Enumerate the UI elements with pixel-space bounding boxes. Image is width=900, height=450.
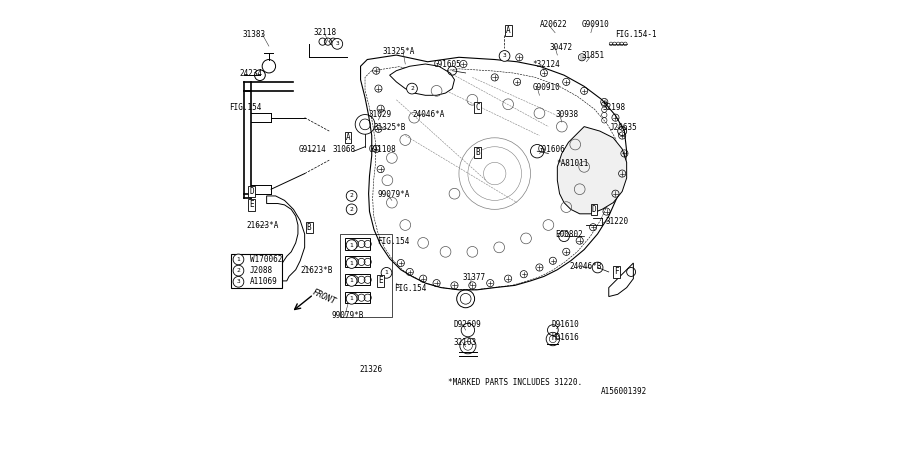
- Text: E: E: [249, 200, 254, 209]
- Text: 1: 1: [350, 261, 354, 265]
- Text: 2: 2: [237, 268, 240, 273]
- Text: D: D: [591, 205, 597, 214]
- Text: A: A: [346, 133, 350, 142]
- Text: FRONT: FRONT: [310, 288, 337, 307]
- Text: B: B: [475, 148, 480, 157]
- Text: B: B: [307, 223, 311, 232]
- Polygon shape: [608, 263, 634, 297]
- Text: 30938: 30938: [555, 110, 578, 119]
- Text: FIG.154-1: FIG.154-1: [616, 30, 657, 39]
- Text: 31325*A: 31325*A: [382, 47, 414, 56]
- Text: G90910: G90910: [582, 20, 609, 29]
- Text: 32118: 32118: [313, 28, 337, 37]
- Bar: [345, 256, 370, 267]
- Circle shape: [407, 83, 418, 94]
- Text: J2088: J2088: [249, 266, 273, 275]
- Text: A11069: A11069: [249, 277, 277, 286]
- Text: G91605: G91605: [434, 60, 462, 69]
- Text: 30472: 30472: [549, 42, 572, 51]
- Circle shape: [332, 39, 343, 49]
- Bar: [345, 292, 370, 303]
- Text: 3: 3: [336, 41, 339, 46]
- Text: *32124: *32124: [533, 60, 561, 69]
- Text: G91214: G91214: [299, 145, 327, 154]
- Circle shape: [346, 293, 357, 304]
- Text: F: F: [614, 267, 618, 276]
- Text: 31325*B: 31325*B: [374, 123, 406, 132]
- Text: 21326: 21326: [360, 364, 382, 373]
- Circle shape: [233, 265, 244, 276]
- Text: 32198: 32198: [602, 104, 626, 112]
- Text: 2: 2: [350, 194, 354, 198]
- Text: A156001392: A156001392: [601, 387, 647, 396]
- Text: A20622: A20622: [539, 20, 567, 29]
- Text: 3: 3: [503, 54, 507, 58]
- Circle shape: [346, 240, 357, 251]
- Polygon shape: [390, 64, 454, 95]
- Text: 31068: 31068: [333, 145, 356, 154]
- Text: FIG.154: FIG.154: [377, 238, 410, 247]
- Text: 1: 1: [350, 243, 354, 248]
- Text: 2: 2: [410, 86, 414, 91]
- Text: 99079*A: 99079*A: [377, 190, 410, 199]
- Text: FIG.154: FIG.154: [229, 104, 261, 112]
- Bar: [345, 274, 370, 285]
- Polygon shape: [266, 196, 305, 281]
- Text: G91108: G91108: [369, 145, 396, 154]
- Text: G90910: G90910: [533, 83, 561, 92]
- Text: *MARKED PARTS INCLUDES 31220.: *MARKED PARTS INCLUDES 31220.: [448, 378, 582, 387]
- Circle shape: [233, 254, 244, 265]
- Text: W170062: W170062: [249, 255, 282, 264]
- Text: 21623*A: 21623*A: [247, 221, 279, 230]
- Text: 32103: 32103: [454, 338, 477, 346]
- Text: 21623*B: 21623*B: [301, 266, 333, 275]
- Text: 31851: 31851: [582, 51, 605, 60]
- Polygon shape: [361, 55, 626, 290]
- Text: D: D: [249, 187, 254, 196]
- Text: E00802: E00802: [555, 230, 583, 239]
- Text: 3: 3: [237, 279, 240, 284]
- Polygon shape: [557, 126, 626, 214]
- Text: 99079*B: 99079*B: [331, 311, 364, 320]
- Text: E: E: [378, 276, 383, 285]
- Text: 31029: 31029: [369, 110, 392, 119]
- Text: *A81011: *A81011: [556, 159, 589, 168]
- Bar: [345, 238, 370, 250]
- Text: 1: 1: [350, 279, 354, 284]
- Circle shape: [346, 275, 357, 286]
- Circle shape: [381, 267, 392, 278]
- Text: 2: 2: [350, 207, 354, 212]
- Text: 31383: 31383: [242, 30, 266, 39]
- Text: 1: 1: [384, 270, 389, 275]
- Bar: [340, 234, 392, 317]
- Text: D91610: D91610: [552, 320, 580, 329]
- Text: 24046*B: 24046*B: [570, 261, 602, 270]
- Text: H01616: H01616: [552, 333, 580, 342]
- Text: 24046*A: 24046*A: [412, 110, 445, 119]
- Text: 24234: 24234: [239, 69, 263, 78]
- Text: 1: 1: [350, 296, 354, 302]
- Text: J20635: J20635: [610, 123, 638, 132]
- Bar: [231, 254, 283, 288]
- Text: 31220: 31220: [606, 217, 629, 226]
- Text: A: A: [506, 26, 510, 35]
- Circle shape: [500, 50, 510, 61]
- Text: G91606: G91606: [537, 145, 565, 154]
- Text: C: C: [475, 104, 480, 112]
- Circle shape: [233, 276, 244, 287]
- Text: 1: 1: [237, 257, 240, 262]
- Text: FIG.154: FIG.154: [394, 284, 427, 293]
- Text: 31377: 31377: [463, 273, 486, 282]
- Circle shape: [346, 190, 357, 201]
- Circle shape: [346, 258, 357, 268]
- Circle shape: [346, 204, 357, 215]
- Text: D92609: D92609: [454, 320, 482, 329]
